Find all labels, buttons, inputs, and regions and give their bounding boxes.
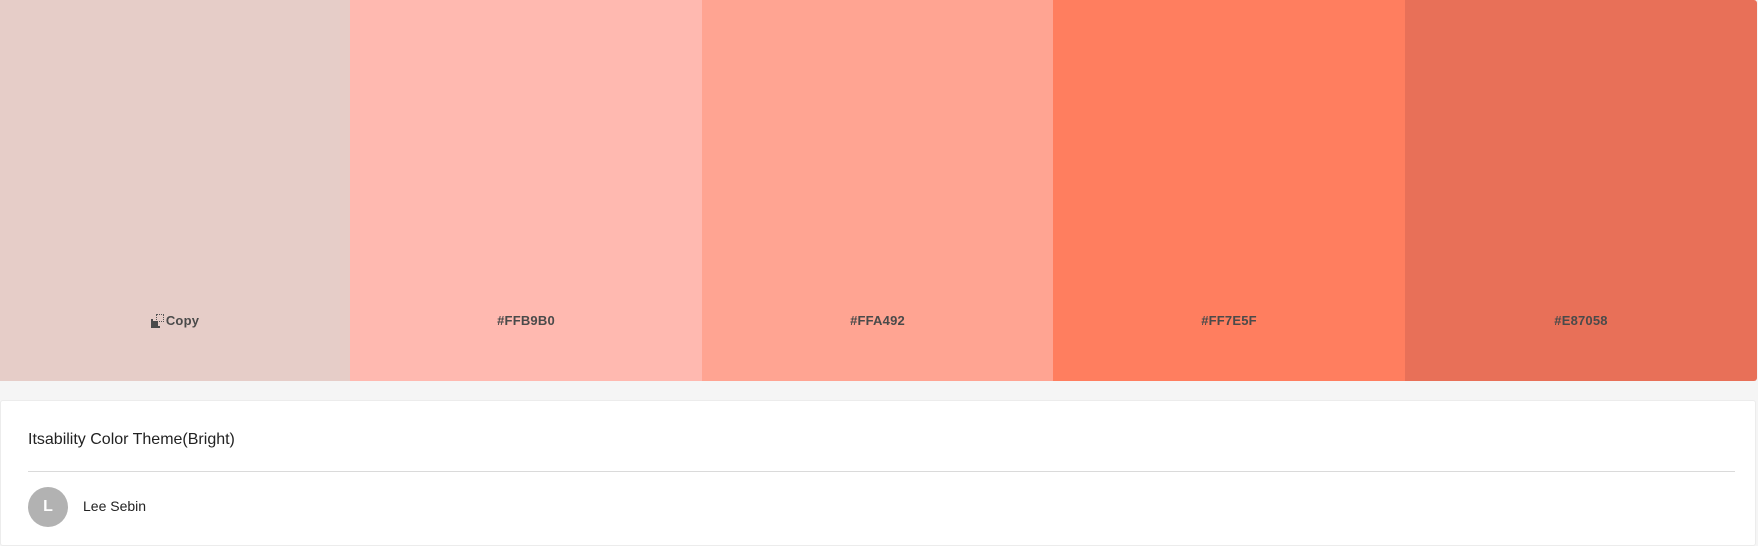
swatch-hex-label: #FFB9B0 bbox=[497, 313, 555, 328]
color-swatch-1[interactable]: Copy bbox=[0, 0, 350, 381]
swatch-hex-label: #E87058 bbox=[1554, 313, 1608, 328]
color-swatch-5[interactable]: #E87058 bbox=[1405, 0, 1757, 381]
author-name[interactable]: Lee Sebin bbox=[83, 498, 147, 514]
color-swatch-2[interactable]: #FFB9B0 bbox=[350, 0, 702, 381]
copy-button-wrapper: Copy bbox=[0, 313, 350, 331]
color-swatch-4[interactable]: #FF7E5F bbox=[1053, 0, 1405, 381]
color-palette: Copy #FFB9B0 #FFA492 #FF7E5F #E87058 bbox=[0, 0, 1757, 381]
swatch-hex-label: #FFA492 bbox=[850, 313, 905, 328]
copy-label: Copy bbox=[165, 313, 200, 328]
avatar[interactable]: L bbox=[28, 487, 68, 527]
copy-icon bbox=[150, 313, 165, 328]
color-swatch-3[interactable]: #FFA492 bbox=[702, 0, 1053, 381]
swatch-hex-label: #FF7E5F bbox=[1201, 313, 1257, 328]
divider bbox=[28, 471, 1735, 472]
theme-info-card: Itsability Color Theme(Bright) L Lee Seb… bbox=[0, 400, 1756, 546]
copy-button[interactable]: Copy bbox=[150, 313, 200, 328]
theme-title: Itsability Color Theme(Bright) bbox=[28, 431, 235, 448]
